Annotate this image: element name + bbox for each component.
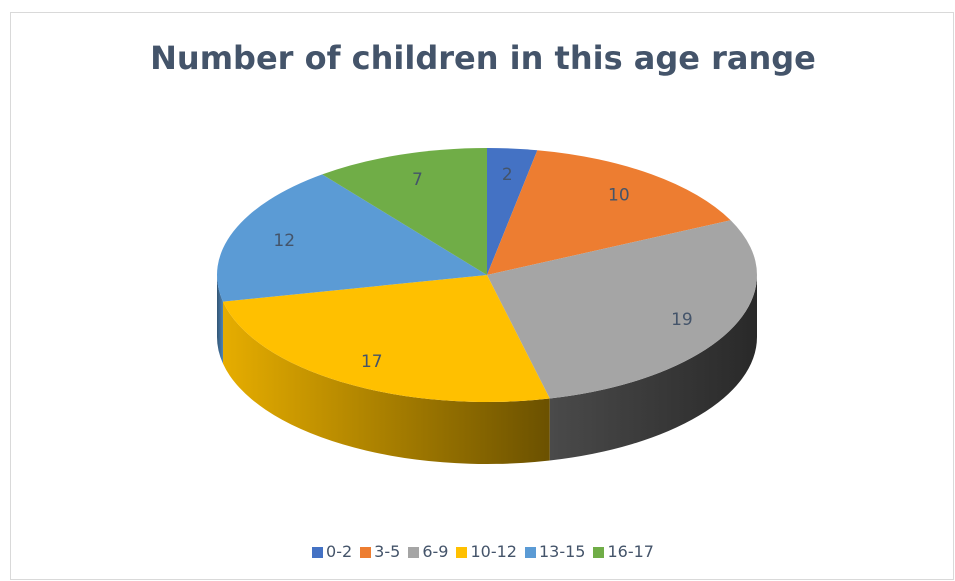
legend-swatch xyxy=(360,547,372,558)
pie-slice-13-15 xyxy=(216,174,487,302)
legend-item-13-15: 13-15 xyxy=(524,542,586,561)
legend-item-6-9: 6-9 xyxy=(408,542,448,561)
legend-item-3-5: 3-5 xyxy=(360,542,400,561)
legend-item-0-2: 0-2 xyxy=(312,542,352,561)
legend-label: 6-9 xyxy=(422,542,449,561)
legend-label: 10-12 xyxy=(470,542,517,561)
data-label-3-5: 10 xyxy=(608,186,630,206)
legend-item-10-12: 10-12 xyxy=(456,542,517,561)
pie-slice-3-5 xyxy=(487,150,731,275)
legend-label: 13-15 xyxy=(538,542,586,561)
data-label-0-2: 2 xyxy=(502,165,513,185)
pie-chart: 2 10 19 17 12 7 xyxy=(216,148,757,464)
legend-label: 3-5 xyxy=(374,542,401,561)
legend-swatch xyxy=(593,547,605,558)
pie-sides xyxy=(217,275,757,464)
chart-title: Number of children in this age range xyxy=(150,39,816,77)
pie-slice-6-9 xyxy=(487,220,757,399)
pie-slice-0-2 xyxy=(487,148,538,275)
data-label-13-15: 12 xyxy=(273,231,295,251)
pie-side-6-9 xyxy=(549,275,757,461)
data-labels: 2 10 19 17 12 7 xyxy=(273,165,692,372)
pie-tops xyxy=(216,148,757,402)
data-label-6-9: 19 xyxy=(671,310,693,330)
legend-swatch xyxy=(524,547,536,558)
legend-label: 0-2 xyxy=(326,542,353,561)
legend-swatch xyxy=(456,547,468,558)
pie-slice-16-17 xyxy=(322,148,487,275)
pie-slice-10-12 xyxy=(222,275,550,402)
data-label-10-12: 17 xyxy=(361,352,383,372)
pie-side-10-12 xyxy=(222,301,550,464)
pie-side-13-15 xyxy=(217,275,223,364)
legend-swatch xyxy=(408,547,420,558)
data-label-16-17: 7 xyxy=(412,170,423,190)
legend: 0-2 3-5 6-9 10-12 13-15 16-17 xyxy=(11,541,955,561)
legend-label: 16-17 xyxy=(607,542,654,561)
chart-area: Number of children in this age range 2 10… xyxy=(10,12,954,580)
legend-swatch xyxy=(312,547,324,558)
legend-item-16-17: 16-17 xyxy=(593,542,654,561)
